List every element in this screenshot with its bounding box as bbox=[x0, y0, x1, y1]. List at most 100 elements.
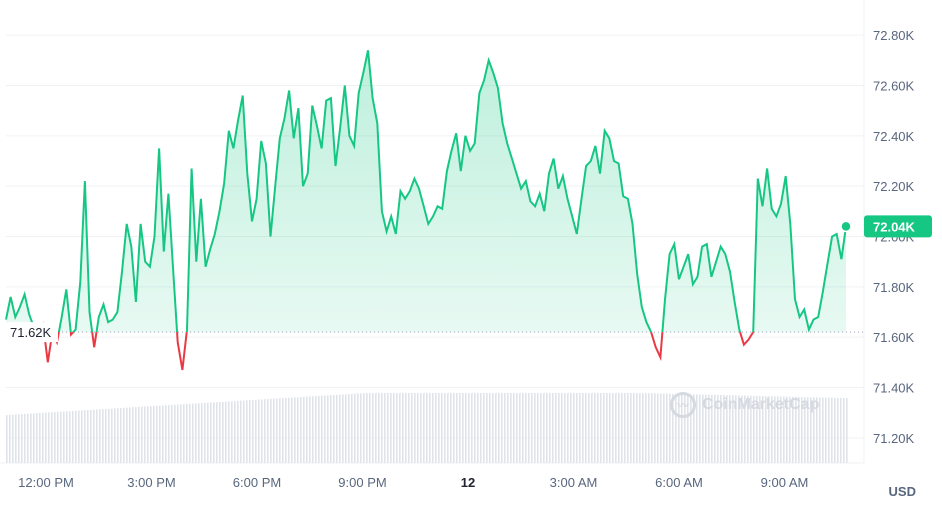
volume-bar bbox=[579, 393, 581, 463]
volume-bar bbox=[591, 393, 593, 463]
volume-bar bbox=[156, 405, 158, 463]
volume-bar bbox=[627, 393, 629, 463]
volume-bar bbox=[105, 408, 107, 463]
volume-bar bbox=[111, 408, 113, 463]
volume-bar bbox=[342, 394, 344, 463]
volume-bar bbox=[42, 412, 44, 463]
volume-bar bbox=[420, 393, 422, 463]
volume-bar bbox=[783, 396, 785, 463]
volume-bar bbox=[24, 413, 26, 463]
volume-bar bbox=[702, 394, 704, 463]
volume-bar bbox=[501, 393, 503, 463]
volume-bar bbox=[96, 409, 98, 463]
volume-bar bbox=[696, 394, 698, 463]
volume-bar bbox=[297, 397, 299, 463]
volume-bar bbox=[828, 397, 830, 463]
volume-bar bbox=[159, 405, 161, 463]
y-tick-label: 72.80K bbox=[873, 28, 915, 43]
volume-bar bbox=[186, 404, 188, 463]
current-price-label: 72.04K bbox=[873, 219, 916, 234]
volume-bar bbox=[132, 407, 134, 463]
volume-bar bbox=[795, 396, 797, 463]
volume-bar bbox=[693, 394, 695, 463]
volume-bar bbox=[300, 397, 302, 463]
volume-bar bbox=[108, 408, 110, 463]
volume-bar bbox=[723, 395, 725, 463]
volume-bar bbox=[687, 394, 689, 463]
volume-bar bbox=[810, 397, 812, 463]
volume-bar bbox=[378, 393, 380, 463]
volume-bar bbox=[39, 412, 41, 463]
volume-bar bbox=[324, 395, 326, 463]
volume-bar bbox=[9, 414, 11, 463]
volume-bar bbox=[807, 397, 809, 463]
volume-bar bbox=[447, 393, 449, 463]
volume-bar bbox=[780, 396, 782, 463]
volume-bar bbox=[195, 403, 197, 463]
volume-bar bbox=[432, 393, 434, 463]
x-tick-label: 3:00 AM bbox=[550, 475, 598, 490]
volume-bar bbox=[204, 402, 206, 463]
current-price-tag: 72.04K bbox=[864, 215, 932, 238]
volume-bar bbox=[588, 393, 590, 463]
x-tick-label: 6:00 AM bbox=[655, 475, 703, 490]
volume-bar bbox=[318, 395, 320, 463]
volume-bar bbox=[669, 393, 671, 463]
volume-bar bbox=[618, 393, 620, 463]
volume-bar bbox=[333, 395, 335, 463]
volume-bar bbox=[18, 414, 20, 463]
volume-bar bbox=[258, 399, 260, 463]
volume-bar bbox=[438, 393, 440, 463]
volume-bar bbox=[738, 395, 740, 463]
volume-bar bbox=[417, 393, 419, 463]
volume-bar bbox=[630, 393, 632, 463]
volume-bar bbox=[372, 393, 374, 463]
volume-bar bbox=[222, 401, 224, 463]
volume-bar bbox=[567, 393, 569, 463]
volume-bar bbox=[78, 410, 80, 463]
volume-bar bbox=[147, 406, 149, 463]
volume-bar bbox=[48, 412, 50, 463]
volume-bar bbox=[801, 397, 803, 463]
volume-bar bbox=[522, 393, 524, 463]
volume-bar bbox=[732, 395, 734, 463]
volume-bar bbox=[135, 407, 137, 463]
volume-bars bbox=[6, 393, 848, 463]
volume-bar bbox=[768, 396, 770, 463]
volume-bar bbox=[813, 397, 815, 463]
volume-bar bbox=[72, 410, 74, 463]
volume-bar bbox=[144, 406, 146, 463]
volume-bar bbox=[729, 395, 731, 463]
volume-bar bbox=[216, 402, 218, 463]
volume-bar bbox=[75, 410, 77, 463]
volume-bar bbox=[123, 407, 125, 463]
volume-bar bbox=[492, 393, 494, 463]
volume-bar bbox=[606, 393, 608, 463]
volume-bar bbox=[33, 413, 35, 463]
volume-bar bbox=[558, 393, 560, 463]
volume-bar bbox=[282, 398, 284, 463]
volume-bar bbox=[348, 394, 350, 463]
current-price-dot[interactable] bbox=[840, 220, 852, 233]
volume-bar bbox=[207, 402, 209, 463]
volume-bar bbox=[831, 397, 833, 463]
volume-bar bbox=[504, 393, 506, 463]
volume-bar bbox=[621, 393, 623, 463]
volume-bar bbox=[327, 395, 329, 463]
volume-bar bbox=[234, 401, 236, 463]
volume-bar bbox=[483, 393, 485, 463]
volume-bar bbox=[351, 393, 353, 463]
volume-bar bbox=[816, 397, 818, 463]
volume-bar bbox=[312, 396, 314, 463]
volume-bar bbox=[594, 393, 596, 463]
volume-bar bbox=[507, 393, 509, 463]
volume-bar bbox=[243, 400, 245, 463]
volume-bar bbox=[345, 394, 347, 463]
volume-bar bbox=[381, 393, 383, 463]
volume-bar bbox=[666, 393, 668, 463]
volume-bar bbox=[744, 395, 746, 463]
volume-bar bbox=[510, 393, 512, 463]
volume-bar bbox=[519, 393, 521, 463]
volume-bar bbox=[765, 396, 767, 463]
